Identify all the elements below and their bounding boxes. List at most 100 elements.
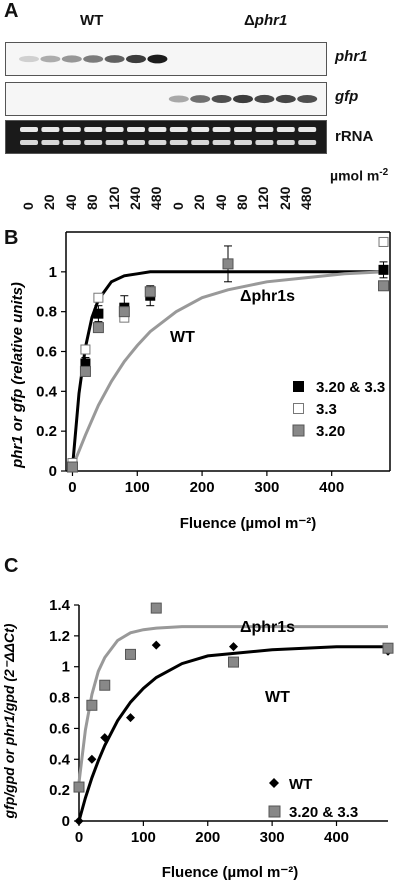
lane-label: 240 (276, 186, 293, 210)
panel-b-legend-item-2: 3.3 (316, 401, 337, 418)
gfp-band (275, 94, 296, 104)
y-tick-label: 0.8 (49, 690, 70, 707)
rrna-band-lower (20, 140, 38, 145)
panel-b-curve-label-wt: WT (170, 329, 195, 346)
x-tick-label: 300 (254, 479, 279, 496)
gfp-band (297, 94, 318, 104)
rrna-band-lower (212, 140, 231, 145)
y-tick-label: 0 (62, 813, 70, 830)
lane-label: 240 (127, 186, 143, 210)
data-point (125, 648, 136, 660)
data-point (126, 713, 135, 723)
y-tick-label: 0.6 (36, 344, 57, 361)
data-point (229, 642, 238, 652)
rrna-band-lower (234, 140, 252, 145)
data-point (228, 656, 239, 668)
rrna-band-upper (191, 127, 210, 132)
legend-marker-open-square (293, 403, 304, 414)
panel-b-curve-label-mutant: Δphr1s (240, 288, 295, 305)
rrna-band-upper (212, 127, 231, 132)
phr1-band (40, 55, 61, 63)
rrna-band-lower (298, 140, 317, 145)
x-tick-label: 400 (319, 479, 344, 496)
panel-a-mutant-label: Δphr1 (244, 12, 288, 29)
y-tick-label: 1.4 (49, 597, 71, 614)
unit-label: µmol m-2 (330, 167, 389, 184)
y-tick-label: 0 (49, 463, 57, 480)
data-point (150, 602, 162, 614)
data-point (118, 306, 130, 318)
x-tick-label: 0 (68, 479, 76, 496)
lane-label: 80 (234, 194, 250, 210)
data-point (73, 781, 85, 793)
phr1-row-label: phr1 (335, 48, 368, 65)
rrna-band-lower (41, 140, 60, 145)
rrna-band-lower (148, 140, 167, 145)
panel-c-letter: C (4, 555, 19, 577)
y-tick-label: 0.2 (36, 423, 57, 440)
phr1-band (147, 54, 168, 64)
y-tick-label: 0.4 (49, 751, 71, 768)
y-tick-label: 0.6 (49, 720, 70, 737)
panel-b-legend-item-3: 3.20 (316, 423, 345, 440)
panel-b-legend-item-1: 3.20 & 3.3 (316, 379, 385, 396)
panel-c-legend-item-1: WT (289, 776, 312, 793)
rrna-band-upper (169, 127, 188, 132)
data-point (92, 322, 104, 334)
legend-marker-diamond (269, 778, 279, 788)
data-point (93, 308, 104, 319)
rrna-band-upper (148, 127, 167, 132)
panel-a-wt-label: WT (80, 12, 104, 29)
phr1-band (104, 55, 125, 63)
data-point (382, 642, 394, 654)
y-tick-label: 0.2 (49, 782, 70, 799)
rrna-band-lower (84, 140, 103, 145)
data-point (378, 264, 389, 275)
phr1-band (19, 55, 39, 63)
rrna-row-label: rRNA (335, 128, 374, 145)
rrna-band-lower (127, 140, 145, 145)
fit-curve (71, 270, 384, 468)
rrna-band-lower (255, 140, 274, 145)
x-tick-label: 400 (324, 829, 349, 846)
phr1-blot (5, 42, 327, 76)
data-point (86, 699, 98, 711)
panel-c-ylabel: gfp/gpd or phr1/gpd (2⁻ΔΔCt) (1, 623, 17, 819)
data-point (66, 461, 78, 473)
rrna-band-upper (127, 127, 145, 132)
legend-marker-gray-square (268, 805, 281, 818)
rrna-band-lower (105, 140, 124, 145)
lane-label: 0 (169, 202, 186, 210)
rrna-band-upper (62, 127, 81, 132)
data-point (80, 358, 91, 369)
data-point (93, 292, 104, 303)
data-point (100, 733, 110, 743)
gfp-band (233, 94, 253, 104)
lane-label: 40 (212, 194, 229, 210)
panel-c-curves (77, 625, 388, 822)
y-tick-label: 0.8 (36, 304, 57, 321)
lane-label: 20 (41, 194, 58, 210)
data-point (80, 344, 91, 355)
lane-label: 80 (84, 194, 101, 210)
rrna-band-lower (169, 140, 188, 145)
panel-b-points (66, 236, 390, 473)
data-point (151, 640, 161, 650)
rrna-gel (5, 120, 327, 154)
x-tick-label: 200 (195, 829, 220, 846)
phr1-band (83, 55, 104, 63)
panel-b-axes: 0 100 200 300 400 0 0.2 0.4 0.6 0.8 1 (36, 231, 391, 496)
panel-b-xlabel: Fluence (µmol m⁻²) (180, 515, 317, 532)
rrna-band-upper (20, 127, 38, 132)
panel-c-legend: WT 3.20 & 3.3 (268, 776, 358, 821)
fit-curve (77, 625, 388, 783)
fit-curve (71, 270, 384, 468)
gfp-row-label: gfp (335, 88, 359, 105)
rrna-band-lower (62, 140, 81, 145)
rrna-band-upper (234, 127, 252, 132)
x-tick-label: 100 (125, 479, 150, 496)
fit-curve (77, 645, 388, 822)
panel-b-letter: B (4, 227, 19, 249)
lane-label: 0 (20, 202, 36, 210)
gfp-band (254, 94, 275, 104)
